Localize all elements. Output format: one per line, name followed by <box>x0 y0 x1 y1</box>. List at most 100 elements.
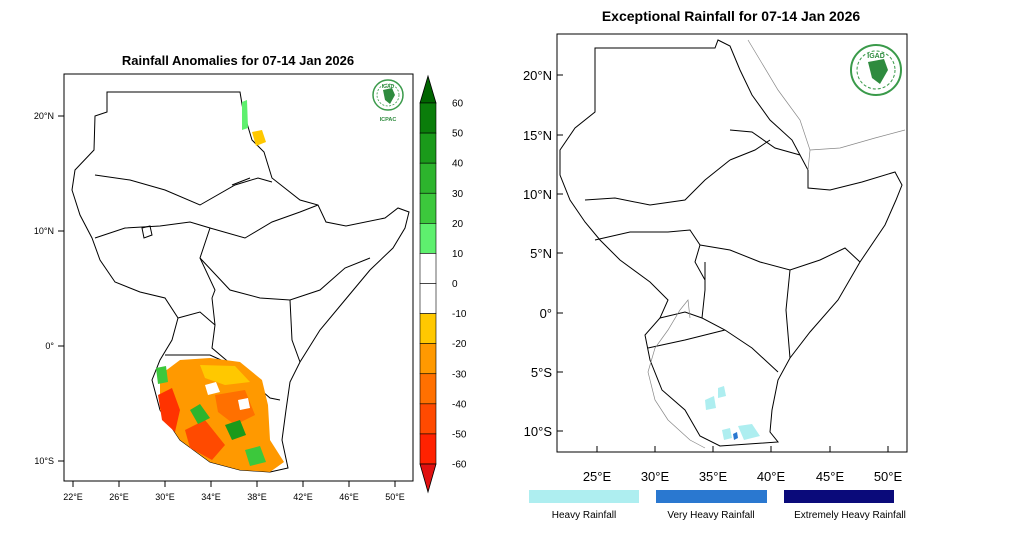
left-lat-label: 20°N <box>34 111 54 121</box>
right-map-title: Exceptional Rainfall for 07-14 Jan 2026 <box>602 8 861 24</box>
left-lon-label: 42°E <box>293 492 313 502</box>
anomaly-white-a <box>205 382 220 395</box>
left-lon-label: 46°E <box>339 492 359 502</box>
colorbar-label: 40 <box>452 159 464 170</box>
colorbar-label: 0 <box>452 279 458 290</box>
legend-label-extreme: Extremely Heavy Rainfall <box>794 510 906 521</box>
anomaly-green-a <box>190 404 210 424</box>
anomaly-white-b <box>238 398 250 410</box>
colorbar-cell <box>419 313 437 344</box>
left-outline-ethiopia <box>209 204 319 239</box>
right-lat-label: 5°N <box>530 246 552 261</box>
right-country-borders <box>559 39 903 447</box>
left-outline-sudan-ss <box>94 174 273 206</box>
left-outline-somalia <box>289 299 301 363</box>
colorbar-label: -20 <box>452 339 467 350</box>
anomaly-red-west <box>158 388 180 432</box>
right-outline-coast <box>559 39 903 447</box>
left-logo-sub: ICPAC <box>380 117 397 123</box>
right-outline-kenya <box>701 262 779 373</box>
colorbar-cell <box>419 433 437 465</box>
right-legend: Heavy Rainfall Very Heavy Rainfall Extre… <box>529 490 906 521</box>
left-lon-axis: 22°E 26°E 30°E 34°E 38°E 42°E 46°E 50°E <box>63 481 405 502</box>
rain-spot-heavy-c <box>738 424 760 440</box>
left-anomaly-field <box>156 100 284 472</box>
left-map-title: Rainfall Anomalies for 07-14 Jan 2026 <box>122 53 354 68</box>
right-lat-axis: 20°N 15°N 10°N 5°N 0° 5°S 10°S <box>523 68 563 439</box>
legend-label-heavy: Heavy Rainfall <box>552 510 616 521</box>
right-lat-label: 0° <box>540 306 552 321</box>
anomaly-green-lake <box>156 366 168 384</box>
anomaly-yellow-redsea <box>252 130 266 146</box>
left-outline-uganda <box>177 311 216 326</box>
right-lon-label: 25°E <box>583 469 612 484</box>
rain-spot-heavy-d <box>722 428 732 440</box>
colorbar-label: 30 <box>452 189 464 200</box>
right-logo-text: IGAD <box>867 53 885 60</box>
anomaly-green-redsea <box>242 100 248 130</box>
colorbar-cell <box>419 192 437 224</box>
right-outline-uganda <box>659 311 703 319</box>
colorbar-cell <box>419 403 437 435</box>
left-lat-axis: 20°N 10°N 0° 10°S <box>34 111 64 466</box>
right-gray-yemen <box>809 129 906 151</box>
left-outline-lake <box>141 225 153 239</box>
left-outline-eritrea <box>231 177 251 186</box>
right-outline-somalia <box>785 269 791 359</box>
left-outline-coast <box>71 91 410 473</box>
right-neighbor-borders <box>647 39 906 449</box>
right-lon-label: 35°E <box>699 469 728 484</box>
right-rainfall-spots <box>705 386 760 440</box>
right-outline-ss-eth <box>594 229 706 281</box>
left-logo-text: IGAD <box>382 84 395 90</box>
colorbar-label: 20 <box>452 219 464 230</box>
left-lat-label: 10°N <box>34 226 54 236</box>
left-lon-label: 22°E <box>63 492 83 502</box>
legend-label-very-heavy: Very Heavy Rainfall <box>667 510 754 521</box>
left-outline-sudan-south <box>94 221 216 299</box>
colorbar-cell <box>419 373 437 405</box>
rain-spot-heavy-b <box>718 386 726 398</box>
colorbar-label: -50 <box>452 429 467 440</box>
right-lat-label: 10°N <box>523 187 552 202</box>
right-map-frame <box>556 33 908 453</box>
left-lon-label: 30°E <box>155 492 175 502</box>
right-lon-label: 45°E <box>816 469 845 484</box>
colorbar-cell <box>419 162 437 194</box>
right-lat-label: 20°N <box>523 68 552 83</box>
right-outline-tz <box>647 329 726 349</box>
anomaly-red-south <box>185 420 225 460</box>
colorbar-cell <box>419 132 437 164</box>
colorbar-label: -10 <box>452 309 467 320</box>
colorbar-cell <box>419 283 437 314</box>
right-lat-label: 5°S <box>531 365 552 380</box>
right-gray-redsea <box>747 39 811 171</box>
colorbar-label: 10 <box>452 249 464 260</box>
anomaly-yellow-north <box>200 365 250 385</box>
left-lat-label: 0° <box>45 341 54 351</box>
colorbar-cell <box>419 102 437 134</box>
right-lat-label: 15°N <box>523 128 552 143</box>
right-lon-label: 40°E <box>757 469 786 484</box>
colorbar: 60 50 40 30 20 10 0 -10 -20 -30 -40 -50 -60 <box>419 74 467 494</box>
left-lon-label: 50°E <box>385 492 405 502</box>
left-lon-label: 38°E <box>247 492 267 502</box>
colorbar-cell <box>419 253 437 284</box>
colorbar-cell <box>419 343 437 375</box>
colorbar-label: 60 <box>452 99 464 110</box>
colorbar-label: -40 <box>452 399 467 410</box>
colorbar-label: -30 <box>452 369 467 380</box>
colorbar-label: 50 <box>452 129 464 140</box>
left-lat-label: 10°S <box>34 456 54 466</box>
right-igad-logo: IGAD <box>850 44 902 96</box>
left-country-borders <box>71 91 410 473</box>
right-lon-label: 50°E <box>874 469 903 484</box>
anomaly-green-c <box>245 446 266 466</box>
rain-spot-very-heavy <box>733 432 738 440</box>
right-lon-label: 30°E <box>641 469 670 484</box>
legend-swatch-extreme <box>784 490 894 503</box>
right-outline-eritrea <box>729 139 771 161</box>
anomaly-green-b <box>225 420 246 440</box>
right-outline-ethiopia <box>729 129 801 156</box>
